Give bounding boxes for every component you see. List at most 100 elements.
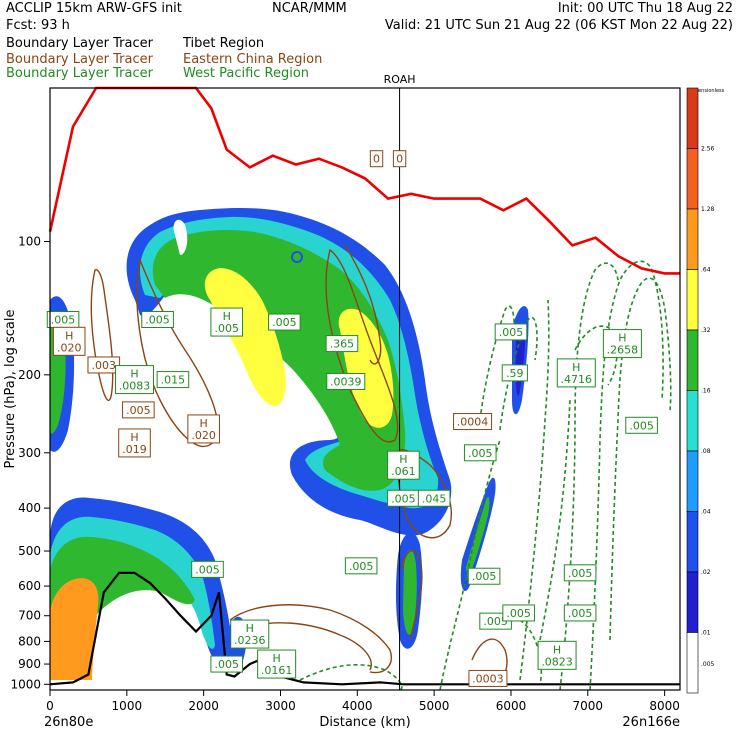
contour-label: .005 xyxy=(195,563,220,576)
contour-label-box xyxy=(467,567,501,585)
x-tick-label: 7000 xyxy=(573,699,604,713)
shading-small-loop xyxy=(291,251,303,263)
legend-west-pacific-tracer: Boundary Layer Tracer xyxy=(6,66,154,81)
green-contour-1 xyxy=(479,305,515,421)
contour-label-box xyxy=(387,450,420,480)
colorbar-swatch xyxy=(686,269,699,331)
y-tick-label: 600 xyxy=(18,579,41,593)
green-contour-4 xyxy=(559,262,619,691)
colorbar-swatch xyxy=(686,329,699,391)
green-contour-10 xyxy=(519,619,543,686)
contour-label: H xyxy=(618,332,626,345)
contour-label-box xyxy=(156,371,190,389)
contour-label: .005 xyxy=(272,316,297,329)
contour-label-box xyxy=(118,428,151,458)
init-time: Init: 00 UTC Thu 18 Aug 22 xyxy=(558,1,733,16)
contour-label: .2658 xyxy=(607,344,639,357)
legend-eastern-china-tracer: Boundary Layer Tracer xyxy=(6,52,154,67)
colorbar-swatch xyxy=(686,148,699,210)
legend-eastern-china-region: Eastern China Region xyxy=(183,52,322,67)
contour-label: .045 xyxy=(422,492,447,505)
contour-label: .005 xyxy=(483,615,508,628)
contour-label-box xyxy=(502,604,535,622)
contour-label-box xyxy=(230,619,270,649)
colorbar-swatch xyxy=(686,511,699,573)
legend-west-pacific-region: West Pacific Region xyxy=(183,66,309,81)
contour-label: .0161 xyxy=(261,664,293,677)
legend-tibet-tracer: Boundary Layer Tracer xyxy=(6,36,154,51)
contour-label: .0823 xyxy=(541,655,573,668)
y-tick-label: 500 xyxy=(18,544,41,558)
contour-label: H xyxy=(200,417,208,430)
legend-tibet-region: Tibet Region xyxy=(182,36,264,51)
contour-labels: 0 0.005.005 H.005.005H.020.003H.0083.015.0… xyxy=(46,150,658,687)
colorbar-swatch xyxy=(686,632,699,694)
y-axis: 100 200 300 400 500 600 700 800 900 1000 xyxy=(10,235,50,691)
y-tick-label: 300 xyxy=(18,446,41,460)
y-tick-label: 900 xyxy=(18,657,41,671)
contour-label: .365 xyxy=(330,338,355,351)
brown-contour-6 xyxy=(229,604,392,674)
shading-column-2-inner xyxy=(466,496,490,580)
contour-label: .020 xyxy=(191,429,216,442)
colorbar-label: .04 xyxy=(701,509,711,516)
contour-label: H xyxy=(273,652,281,665)
contour-label: .4716 xyxy=(561,373,593,386)
colorbar-label: 2.56 xyxy=(701,146,715,153)
roah-marker-label: ROAH xyxy=(384,73,416,86)
contour-label: .061 xyxy=(391,465,416,478)
x-tick-label: 1000 xyxy=(112,699,143,713)
contour-label: .019 xyxy=(122,443,147,456)
title-center: NCAR/MMM xyxy=(272,1,347,16)
contour-label: .005 xyxy=(629,419,654,432)
contour-label-box xyxy=(326,372,366,390)
contour-label: .005 xyxy=(214,322,239,335)
contour-label-box xyxy=(141,311,174,329)
x-axis-label: Distance (km) xyxy=(319,715,410,730)
contour-label: 0 xyxy=(396,153,403,166)
contour-label-box xyxy=(187,414,220,444)
contour-label-box xyxy=(115,365,155,395)
colorbar-title: Dimensionless xyxy=(688,88,725,94)
contour-label-box xyxy=(325,335,359,353)
contour-label-box xyxy=(257,649,297,679)
contour-label-box xyxy=(417,489,451,507)
contour-label-box xyxy=(556,358,596,388)
contour-label-box xyxy=(501,364,528,382)
contour-label: H xyxy=(130,368,138,381)
y-tick-label: 700 xyxy=(18,609,41,623)
y-tick-label: 200 xyxy=(18,368,41,382)
contour-label-box xyxy=(563,604,597,622)
green-contour-7 xyxy=(439,439,501,691)
y-axis-label: Pressure (hPa), log scale xyxy=(3,310,18,469)
colorbar-label: .16 xyxy=(701,388,711,395)
contour-label: .59 xyxy=(506,367,524,380)
contour-label: .005 xyxy=(214,658,239,671)
colorbar-swatch xyxy=(686,571,699,633)
contour-label-box xyxy=(369,150,384,168)
x-tick-label: 8000 xyxy=(649,699,680,713)
colorbar-swatch xyxy=(686,208,699,270)
green-contour-2 xyxy=(499,316,538,431)
x-tick-label: 0 xyxy=(46,699,54,713)
contour-label-box xyxy=(563,564,597,582)
contour-label: .005 xyxy=(126,404,151,417)
contour-label: .005 xyxy=(51,314,76,327)
brown-contour-1 xyxy=(90,268,114,402)
contour-label-box xyxy=(87,356,121,374)
colorbar-swatch xyxy=(686,450,699,512)
contour-label-box xyxy=(625,416,658,434)
contour-label: H xyxy=(553,643,561,656)
left-endpoint: 26n80e xyxy=(44,715,93,730)
plot-area: ROAH 0 0.005.005 H.005.005H.020.003H.0083.… xyxy=(46,73,681,691)
brown-contour-3 xyxy=(325,248,399,443)
green-contour-6 xyxy=(609,277,672,641)
contour-label: H xyxy=(399,453,407,466)
x-tick-label: 4000 xyxy=(342,699,373,713)
valid-time: Valid: 21 UTC Sun 21 Aug 22 (06 KST Mon … xyxy=(385,18,733,33)
y-tick-label: 1000 xyxy=(10,677,41,691)
contour-label: .005 xyxy=(568,607,593,620)
contour-label-box xyxy=(210,655,244,673)
contour-label: .005 xyxy=(468,447,493,460)
brown-contour-4 xyxy=(344,244,382,365)
